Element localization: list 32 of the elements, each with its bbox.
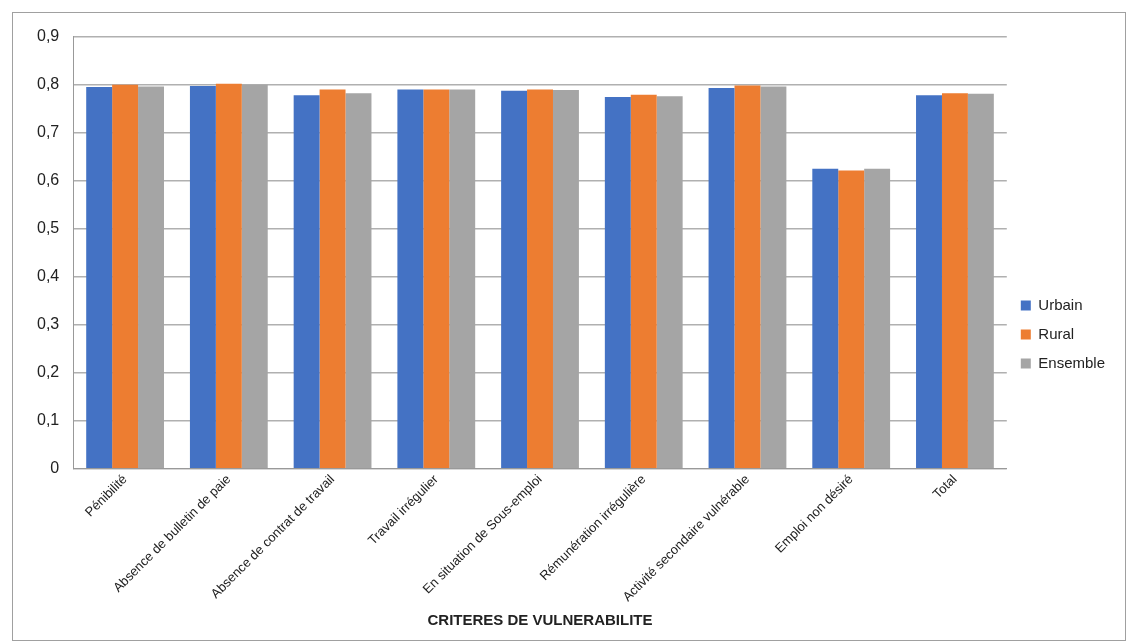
bar xyxy=(215,83,242,469)
y-tick-label: 0,3 xyxy=(36,315,60,333)
bar xyxy=(501,90,528,469)
bar xyxy=(734,85,761,469)
y-tick-label: 0,8 xyxy=(36,75,60,93)
bar xyxy=(941,93,968,469)
bar xyxy=(397,89,424,469)
bar xyxy=(86,87,113,469)
legend-label: Urbain xyxy=(1038,295,1083,313)
bar xyxy=(838,170,865,469)
x-axis-title: CRITERES DE VULNERABILITE xyxy=(427,611,653,629)
bar xyxy=(916,95,942,469)
bar xyxy=(112,84,139,469)
y-tick-label: 0,4 xyxy=(36,267,60,285)
y-tick-label: 0,7 xyxy=(36,123,60,141)
bar xyxy=(630,94,657,469)
y-tick-label: 0,2 xyxy=(36,363,60,381)
y-tick-label: 0,5 xyxy=(36,219,60,237)
bar xyxy=(708,87,735,469)
legend-label: Rural xyxy=(1038,324,1075,342)
bar xyxy=(189,86,216,469)
bar xyxy=(293,95,320,469)
bar xyxy=(812,168,839,469)
y-tick-label: 0,1 xyxy=(36,411,60,429)
y-tick-label: 0,9 xyxy=(36,27,60,45)
y-tick-label: 0,6 xyxy=(36,171,60,189)
bar xyxy=(319,89,346,469)
legend-label: Ensemble xyxy=(1038,353,1105,371)
bar xyxy=(604,97,631,469)
y-tick-label: 0 xyxy=(50,459,60,477)
bar xyxy=(527,89,553,469)
bar xyxy=(423,89,450,469)
